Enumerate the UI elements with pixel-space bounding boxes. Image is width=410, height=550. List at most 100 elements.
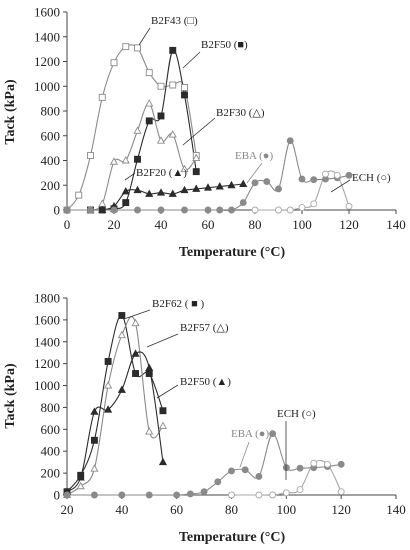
top-chart-point-b2f50 — [145, 117, 153, 125]
top-chart-y-label: Tack (kPa) — [3, 79, 18, 145]
top-chart-point-ech — [298, 204, 306, 211]
top-chart-point-b2f30 — [121, 156, 130, 164]
bottom-chart-x-tick-label: 120 — [331, 502, 351, 517]
top-chart-point-b2f30 — [145, 99, 154, 107]
top-chart-point-b2f43 — [98, 93, 106, 101]
top-chart-point-ech — [275, 206, 282, 214]
bottom-chart-point-ech — [296, 486, 304, 493]
top-chart-point-eba — [286, 137, 294, 145]
bottom-chart-point-ech — [337, 488, 345, 496]
top-chart-series-line-b2f30 — [90, 103, 197, 211]
top-chart-point-b2f30 — [98, 199, 107, 207]
top-chart-point-b2f30 — [192, 153, 201, 161]
top-chart-point-b2f50 — [122, 199, 130, 207]
annotation-b2f62-leader — [123, 309, 151, 320]
bottom-chart-point-b2f50 — [90, 407, 99, 415]
top-chart-point-eba — [251, 179, 259, 187]
top-chart-point-b2f50 — [157, 112, 165, 120]
bottom-chart-series-line-eba — [67, 433, 342, 496]
top-chart-point-b2f43 — [169, 81, 177, 89]
top-chart-point-eba — [216, 206, 224, 214]
top-chart-point-eba — [345, 171, 353, 179]
bottom-chart-point-b2f62 — [159, 407, 167, 415]
annotation-b2f20: B2F20 (▲) — [136, 167, 187, 179]
bottom-chart-point-ech — [255, 491, 263, 499]
top-chart-point-b2f20 — [203, 183, 213, 191]
top-chart-point-eba — [204, 206, 212, 214]
top-chart-point-b2f20 — [239, 179, 248, 187]
bottom-chart-point-ech — [282, 489, 290, 497]
bottom-chart-point-ech — [324, 460, 331, 468]
bottom-chart-point-b2f50 — [158, 457, 168, 466]
top-chart-y-tick-label: 800 — [41, 104, 61, 119]
bottom-chart-point-eba — [269, 430, 277, 438]
bottom-chart-point-b2f50 — [131, 349, 140, 357]
top-chart-annotations: B2F43 (□) B2F50 (■) B2F30 (△) B2F20 (▲) … — [124, 15, 391, 193]
bottom-chart-point-b2f57 — [145, 427, 154, 435]
top-chart-point-b2f20 — [121, 187, 130, 195]
top-chart-point-b2f30 — [180, 164, 189, 173]
annotation-b2f30-leader — [182, 117, 216, 146]
annotation-b2f50-leader — [182, 51, 201, 69]
bottom-chart-point-eba — [228, 467, 235, 475]
bottom-chart-y-tick-label: 1000 — [34, 378, 60, 393]
bottom-chart-point-eba — [63, 491, 71, 499]
bottom-chart-y-tick-label: 200 — [41, 466, 61, 481]
bottom-chart-point-b2f62 — [132, 370, 139, 377]
bottom-chart-x-label: Temperature (°C) — [179, 530, 286, 545]
bottom-chart-x-tick-label: 80 — [225, 502, 238, 517]
top-chart-point-b2f30 — [156, 136, 166, 144]
annotation-b2f57: B2F57 (△) — [180, 322, 229, 334]
top-chart-point-eba — [275, 185, 282, 193]
top-chart-point-b2f43 — [110, 59, 118, 67]
top-chart-point-eba — [263, 178, 271, 185]
top-chart-y-tick-label: 1600 — [34, 5, 60, 20]
bottom-chart-point-eba — [90, 491, 98, 499]
annotation-b2f50-bottom: B2F50 (▲) — [180, 376, 231, 388]
annotation-b2f20-leader — [124, 172, 136, 181]
annotation-b2f30: B2F30 (△) — [216, 107, 265, 119]
bottom-chart-point-b2f57 — [76, 481, 85, 490]
bottom-chart-y-tick-label: 1600 — [34, 312, 60, 327]
top-chart-point-ech — [286, 206, 294, 214]
top-chart-point-eba — [134, 206, 141, 214]
bottom-chart-y-tick-label: 400 — [41, 444, 61, 459]
top-chart-x-tick-label: 20 — [108, 217, 121, 232]
top-chart-point-ech — [345, 202, 353, 210]
annotation-ech-leader — [330, 179, 351, 193]
top-chart-y-tick-label: 600 — [41, 128, 61, 143]
top-chart-point-b2f43 — [134, 44, 141, 52]
bottom-chart-x-tick-label: 60 — [170, 502, 183, 517]
top-chart-point-eba — [310, 176, 318, 184]
bottom-chart-y-tick-label: 1200 — [34, 356, 60, 371]
top-chart-point-eba — [298, 175, 306, 183]
top-chart-point-b2f43 — [75, 191, 83, 199]
annotation-b2f50: B2F50 (■) — [201, 39, 248, 51]
annotation-eba: EBA (●) — [235, 150, 273, 162]
top-chart-point-b2f50 — [192, 168, 200, 176]
bottom-chart-point-eba — [145, 491, 153, 499]
top-chart-point-b2f43 — [122, 43, 130, 51]
annotation-b2f50-leader-bottom — [156, 384, 179, 399]
bottom-chart-point-b2f62 — [118, 312, 126, 319]
bottom-chart-point-b2f62 — [90, 436, 98, 444]
top-chart-point-b2f43 — [181, 84, 188, 91]
top-chart-point-eba — [181, 206, 188, 214]
top-chart-point-eba — [110, 206, 118, 214]
top-chart-point-ech — [322, 170, 329, 178]
top-chart-point-b2f20 — [156, 188, 166, 196]
top-chart-point-b2f50 — [134, 155, 141, 163]
bottom-chart-point-eba — [214, 478, 222, 486]
top-chart-x-tick-label: 0 — [64, 217, 71, 232]
bottom-chart-point-b2f57 — [104, 381, 113, 389]
bottom-chart-point-eba — [337, 460, 345, 468]
annotation-eba-bottom: EBA (●) — [231, 428, 269, 440]
top-chart-y-tick-label: 1200 — [34, 54, 60, 69]
top-chart-y-tick-label: 1000 — [34, 79, 60, 94]
bottom-chart-point-b2f50 — [76, 473, 85, 481]
top-chart-point-b2f43 — [157, 82, 165, 90]
bottom-chart-point-b2f57 — [158, 421, 168, 429]
bottom-chart-x-tick-label: 40 — [115, 502, 128, 517]
top-chart-y-tick-label: 200 — [41, 178, 61, 193]
